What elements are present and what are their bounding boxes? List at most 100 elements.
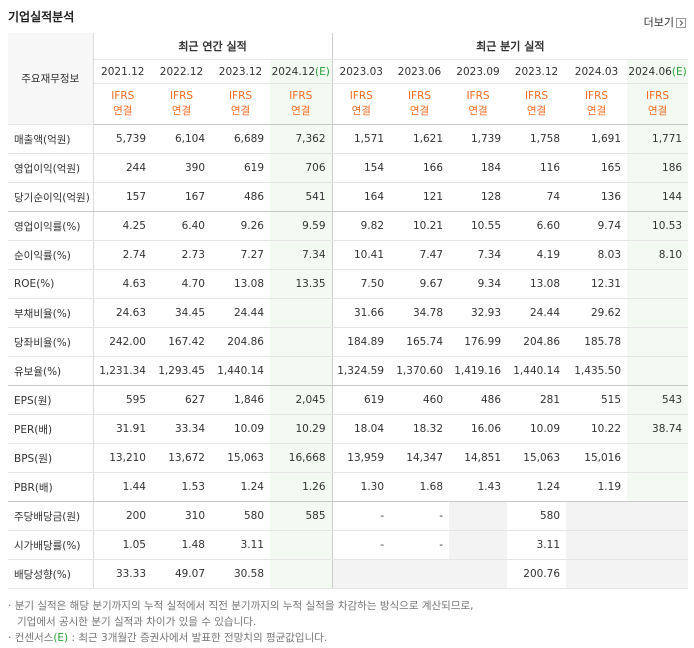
- data-cell: 204.86: [507, 327, 567, 357]
- data-cell: 1.19: [566, 472, 628, 502]
- data-cell: 1,621: [390, 124, 450, 154]
- data-cell: [627, 327, 689, 357]
- standard-text: IFRS: [584, 90, 609, 102]
- note-text: 컨센서스: [14, 632, 54, 644]
- data-cell: 8.03: [566, 240, 628, 270]
- data-row: 영업이익률(%) 4.25 6.40 9.26 9.59 9.82 10.21 10.55 6.…: [8, 211, 689, 241]
- data-cell: 1.05: [93, 530, 152, 560]
- data-cell: 15,063: [507, 443, 567, 473]
- data-cell: 8.10: [627, 240, 689, 270]
- standard-header: IFRS 연결: [566, 83, 628, 125]
- data-cell: 1,231.34: [93, 356, 152, 386]
- data-cell: 4.70: [152, 269, 211, 299]
- data-cell: [566, 530, 628, 560]
- period-header: 2022.12: [152, 59, 211, 84]
- note-text: 기업에서 공시한 분기 실적과 차이가 있을 수 있습니다.: [17, 616, 257, 628]
- row-label: 배당성향(%): [8, 559, 94, 589]
- standard-header: IFRS 연결: [270, 83, 333, 125]
- data-cell: 1.24: [507, 472, 567, 502]
- data-cell: 1.48: [152, 530, 211, 560]
- data-cell: 116: [507, 153, 567, 183]
- data-row: 순이익률(%) 2.74 2.73 7.27 7.34 10.41 7.47 7.34 4.19…: [8, 240, 689, 270]
- row-label: EPS(원): [8, 385, 94, 415]
- period-label: 2023.09: [456, 65, 500, 78]
- data-cell: -: [332, 530, 391, 560]
- data-cell: 14,851: [449, 443, 508, 473]
- data-row: ROE(%) 4.63 4.70 13.08 13.35 7.50 9.67 9.34 13.0…: [8, 269, 689, 299]
- data-cell: 200.76: [507, 559, 567, 589]
- data-cell: 15,016: [566, 443, 628, 473]
- data-cell: 1.24: [211, 472, 270, 502]
- row-label: 부채비율(%): [8, 298, 94, 328]
- more-icon[interactable]: [676, 18, 686, 28]
- data-cell: 1.44: [93, 472, 152, 502]
- period-header: 2023.09: [449, 59, 508, 84]
- period-label: 2024.06: [628, 65, 672, 78]
- standard-text: 연결: [526, 105, 547, 117]
- data-row: EPS(원) 595 627 1,846 2,045 619 460 486 281 515 543: [8, 385, 689, 415]
- data-cell: 10.41: [332, 240, 391, 270]
- data-cell: 29.62: [566, 298, 628, 328]
- period-header: 2023.03: [332, 59, 391, 84]
- note-text: (E): [53, 632, 69, 644]
- data-cell: [627, 298, 689, 328]
- data-cell: 3.11: [507, 530, 567, 560]
- data-row: 주당배당금(원) 200 310 580 585- -580: [8, 501, 689, 531]
- data-cell: 10.55: [449, 211, 508, 241]
- data-cell: 6,689: [211, 124, 270, 154]
- data-cell: 580: [211, 501, 270, 531]
- data-cell: 16.06: [449, 414, 508, 444]
- period-header: 2023.12: [507, 59, 567, 84]
- data-cell: 6,104: [152, 124, 211, 154]
- more-link[interactable]: 더보기: [644, 14, 686, 30]
- data-cell: 38.74: [627, 414, 689, 444]
- standard-text: 연결: [468, 105, 488, 117]
- note: · 분기 실적은 해당 분기까지의 누적 실적에서 직전 분기까지의 누적 실적…: [8, 600, 474, 612]
- data-cell: 167: [152, 182, 211, 212]
- data-cell: 165: [566, 153, 628, 183]
- standard-text: IFRS: [524, 90, 549, 102]
- data-row: 영업이익(억원) 244 390 619 706 154 166 184 116 165 186: [8, 153, 689, 183]
- data-cell: 18.32: [390, 414, 450, 444]
- data-cell: [627, 559, 689, 589]
- data-cell: 4.25: [93, 211, 152, 241]
- period-header: 2024.06(E): [627, 59, 689, 84]
- data-cell: [627, 501, 689, 531]
- period-label: 2024.12: [271, 65, 316, 78]
- standard-text: IFRS: [349, 90, 373, 102]
- data-cell: 585: [270, 501, 333, 531]
- period-row: 2021.12 2022.12 2023.12 2024.12(E) 2023.03 20…: [8, 59, 689, 84]
- period-label: 2024.03: [574, 65, 619, 78]
- data-cell: 1.30: [332, 472, 391, 502]
- data-cell: 7.47: [390, 240, 450, 270]
- data-cell: 34.78: [390, 298, 450, 328]
- period-header: 2023.12: [211, 59, 270, 84]
- data-cell: 1,440.14: [211, 356, 270, 386]
- more-text[interactable]: 더보기: [643, 16, 674, 29]
- data-row: 유보율(%) 1,231.34 1,293.45 1,440.14 1,324.59 1,…: [8, 356, 689, 386]
- data-cell: 7,362: [270, 124, 333, 154]
- standard-text: IFRS: [466, 90, 490, 102]
- data-cell: 13.08: [211, 269, 270, 299]
- data-cell: 9.67: [390, 269, 450, 299]
- data-cell: 31.66: [332, 298, 391, 328]
- data-row: 부채비율(%) 24.63 34.45 24.44 31.66 34.78 32.93 24.…: [8, 298, 689, 328]
- standard-text: 연결: [586, 105, 607, 117]
- data-cell: 486: [211, 182, 270, 212]
- standard-text: IFRS: [111, 90, 135, 102]
- corner-header: 주요재무정보: [8, 33, 94, 125]
- row-label: 매출액(억원): [8, 124, 94, 154]
- row-label: ROE(%): [8, 269, 94, 299]
- row-label: 영업이익(억원): [8, 153, 94, 183]
- data-cell: 706: [270, 153, 333, 183]
- data-cell: 13,672: [152, 443, 211, 473]
- standard-text: IFRS: [646, 90, 670, 102]
- data-cell: 2,045: [270, 385, 333, 415]
- data-cell: 176.99: [449, 327, 508, 357]
- row-label: 영업이익률(%): [8, 211, 94, 241]
- data-cell: [627, 269, 689, 299]
- data-cell: 164: [332, 182, 391, 212]
- data-cell: 184.89: [332, 327, 391, 357]
- data-cell: 74: [507, 182, 567, 212]
- data-cell: 12.31: [566, 269, 628, 299]
